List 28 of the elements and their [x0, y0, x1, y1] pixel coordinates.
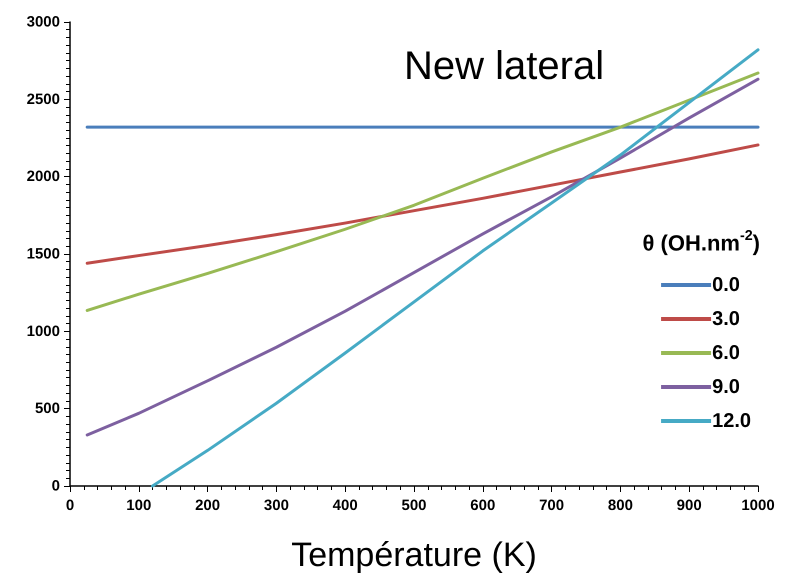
line-series	[86, 143, 760, 265]
legend-label: 6.0	[712, 342, 740, 364]
legend-label: 0.0	[712, 274, 740, 296]
legend-label: 3.0	[712, 308, 740, 330]
x-tick-label: 200	[195, 497, 220, 514]
x-tick-label: 900	[676, 497, 702, 514]
x-tick-label: 300	[264, 497, 289, 514]
x-tick-label: 600	[470, 497, 496, 514]
y-tick-label: 0	[52, 478, 60, 494]
y-tick-label: 1500	[26, 246, 60, 262]
y-tick-label: 3000	[26, 14, 60, 30]
x-tick-label: 500	[401, 497, 427, 514]
y-tick-label: 500	[34, 400, 60, 418]
line-series	[151, 48, 760, 488]
x-tick-label: 700	[539, 497, 564, 514]
x-tick-label: 0	[66, 497, 74, 514]
line-series	[86, 78, 760, 436]
x-tick-label: 400	[332, 497, 358, 514]
x-axis-title: Température (K)	[291, 536, 537, 574]
y-tick-label: 2000	[26, 168, 60, 186]
legend-label: 9.0	[712, 376, 740, 398]
text: New lateral	[404, 44, 604, 88]
y-tick-label: 1000	[26, 322, 60, 340]
legend-label: 12.0	[712, 410, 752, 432]
x-tick-label: 1000	[741, 497, 775, 514]
x-tick-label: 100	[126, 497, 152, 514]
x-tick-label: 800	[608, 497, 633, 514]
y-tick-label: 2500	[26, 90, 60, 108]
